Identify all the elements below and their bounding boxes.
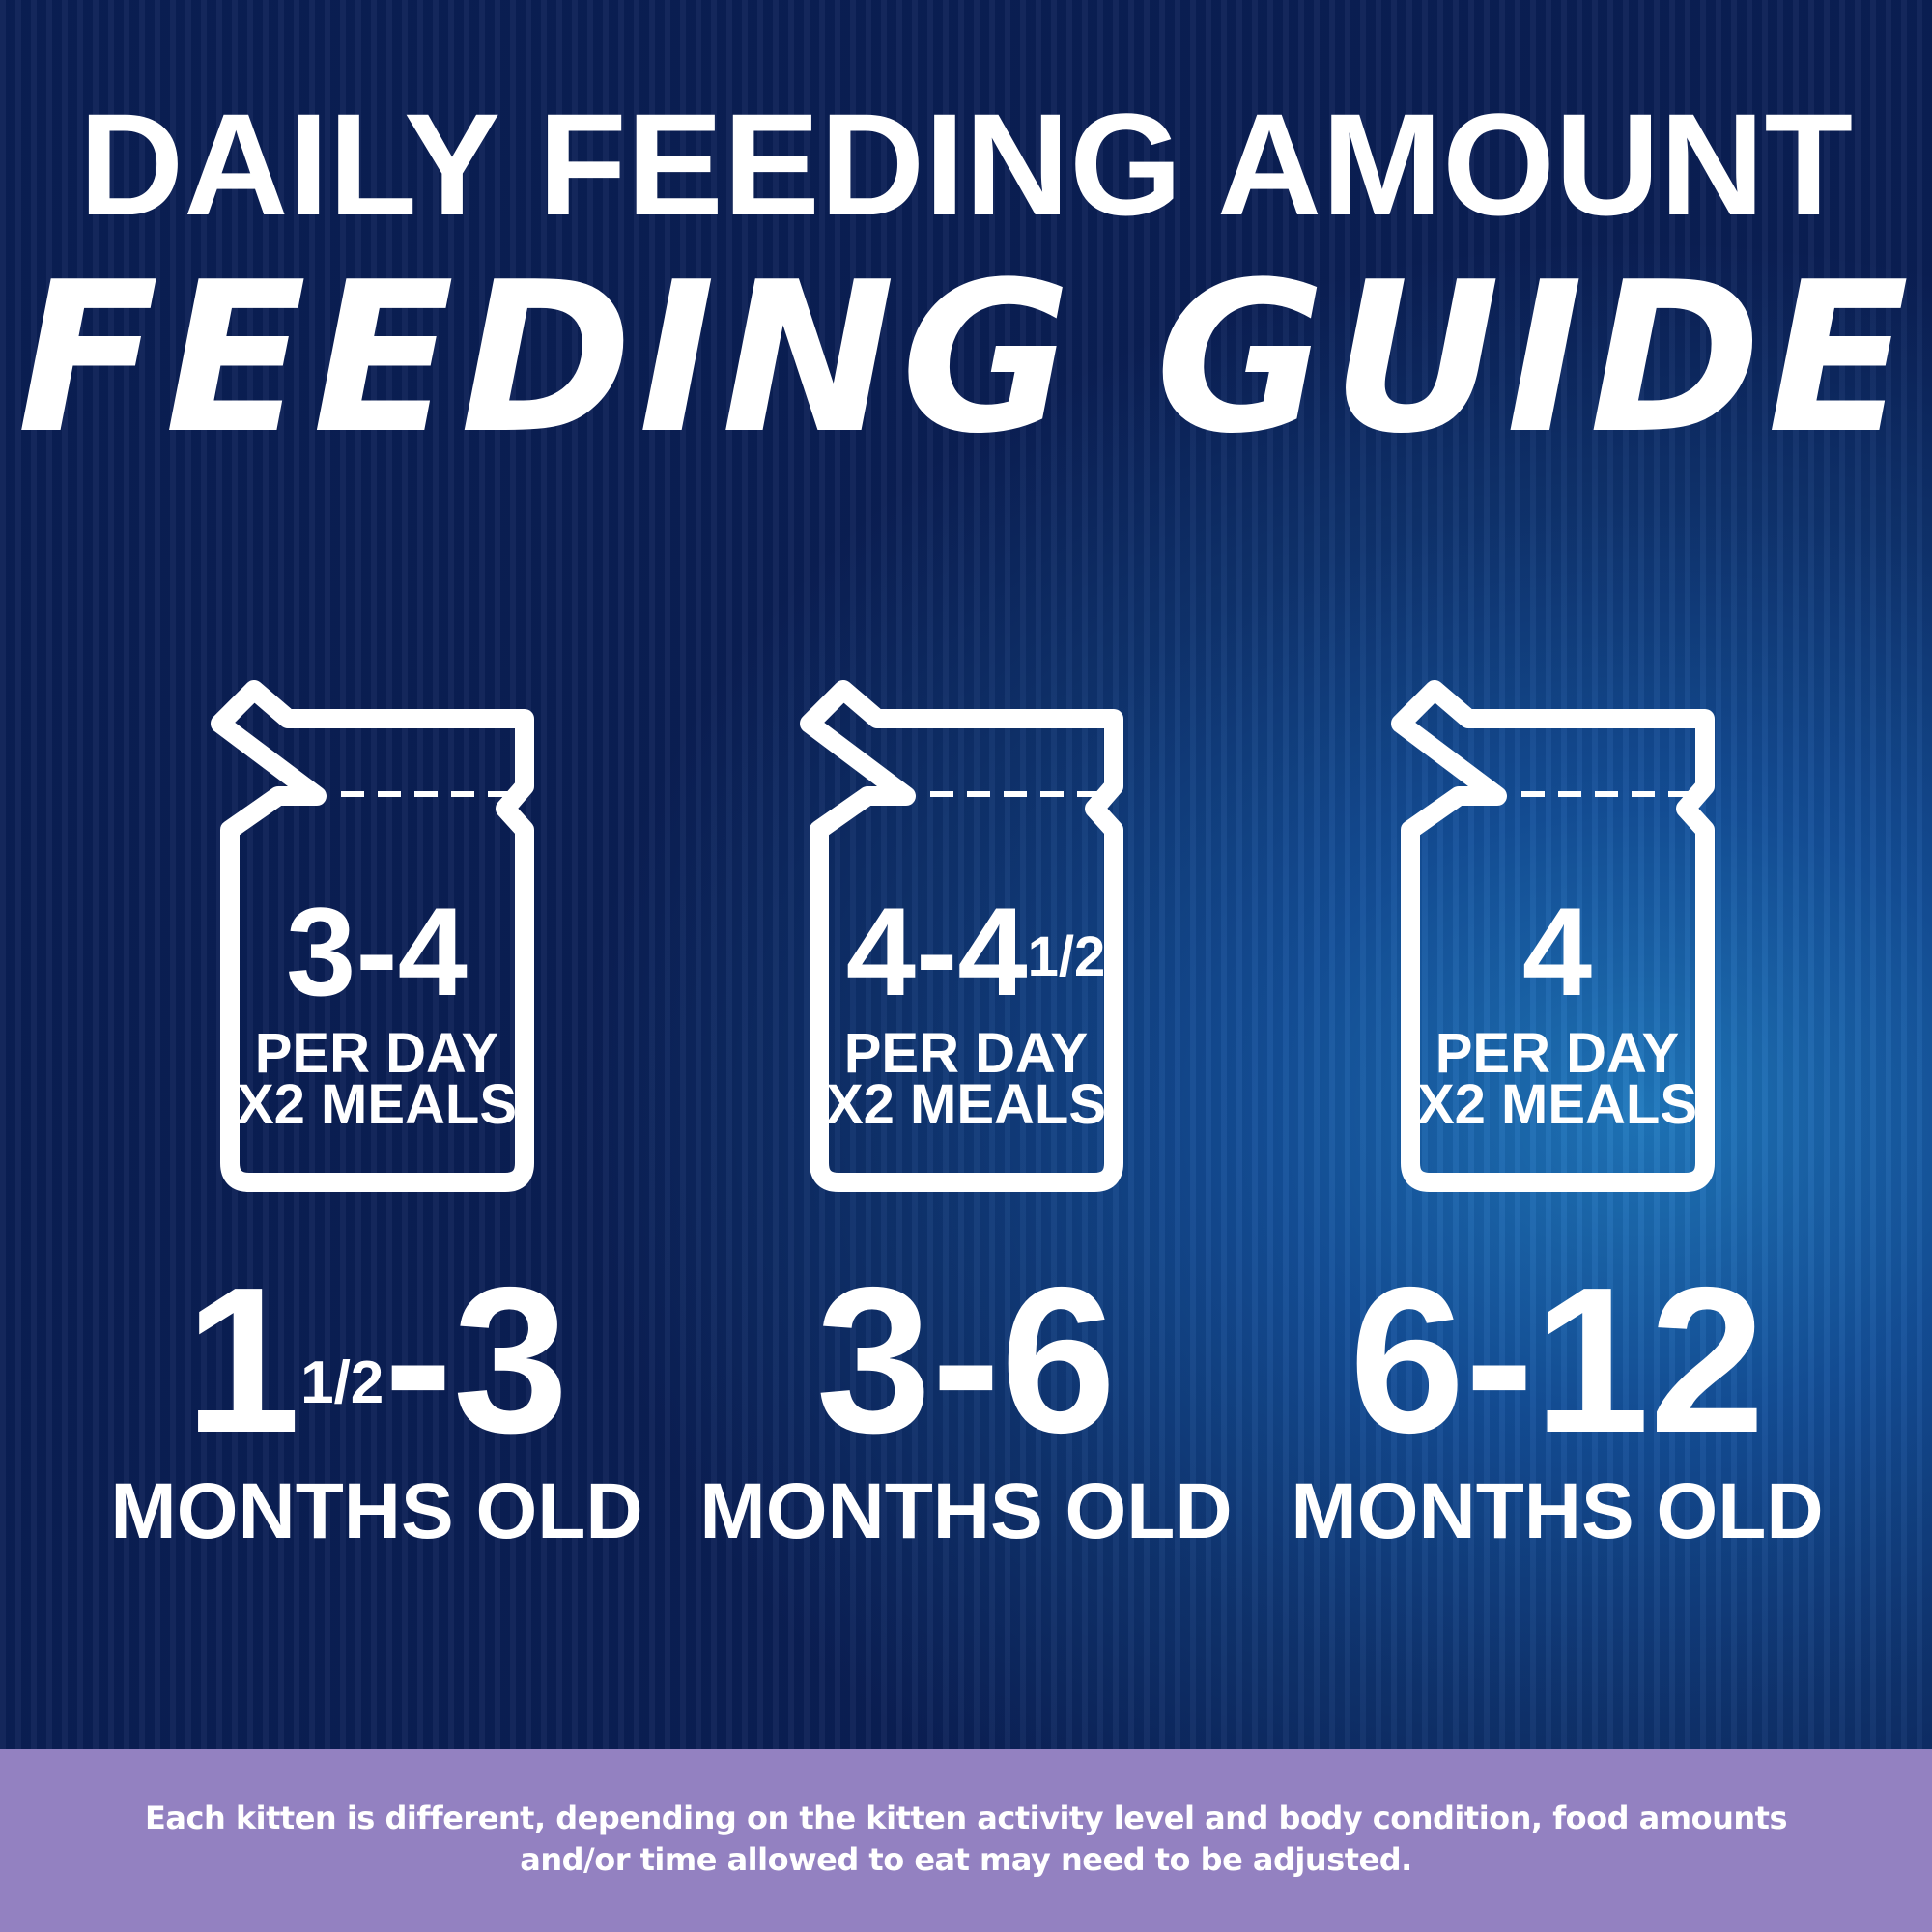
age-whole: 6-12 bbox=[1350, 1243, 1765, 1476]
age: 6-12 bbox=[1350, 1243, 1765, 1476]
age-whole: 1 bbox=[185, 1243, 301, 1476]
footer-note: Each kitten is different, depending on t… bbox=[145, 1800, 1787, 1878]
age-unit: MONTHS OLD bbox=[110, 1467, 642, 1555]
amount-whole: 4-4 bbox=[846, 881, 1028, 1022]
age-whole: 3-6 bbox=[816, 1243, 1117, 1476]
title: DAILY FEEDING AMOUNT bbox=[79, 83, 1853, 245]
age-unit: MONTHS OLD bbox=[1291, 1467, 1823, 1555]
artwork: DAILY FEEDING AMOUNT FEEDING GUIDE 3-4PE… bbox=[17, 83, 1916, 1555]
meals: X2 MEALS bbox=[237, 1073, 517, 1136]
subtitle: FEEDING GUIDE bbox=[17, 237, 1916, 479]
per-day: PER DAY bbox=[1435, 1022, 1680, 1085]
amount-whole: 4 bbox=[1522, 881, 1592, 1022]
meals: X2 MEALS bbox=[1417, 1073, 1697, 1136]
meals: X2 MEALS bbox=[826, 1073, 1106, 1136]
amount: 4 bbox=[1522, 881, 1592, 1022]
amount-fraction: 1/2 bbox=[1028, 925, 1106, 988]
footer-band: Each kitten is different, depending on t… bbox=[0, 1749, 1932, 1932]
age: 11/2-3 bbox=[185, 1243, 569, 1476]
background-texture bbox=[0, 0, 1932, 1749]
age: 3-6 bbox=[816, 1243, 1117, 1476]
amount-whole: 3-4 bbox=[286, 881, 468, 1022]
amount: 3-4 bbox=[286, 881, 468, 1022]
amount: 4-41/2 bbox=[846, 881, 1106, 1022]
age-unit: MONTHS OLD bbox=[699, 1467, 1232, 1555]
per-day: PER DAY bbox=[255, 1022, 499, 1085]
age-fraction: 1/2 bbox=[300, 1350, 384, 1416]
age-rest: -3 bbox=[384, 1243, 568, 1476]
per-day: PER DAY bbox=[844, 1022, 1089, 1085]
